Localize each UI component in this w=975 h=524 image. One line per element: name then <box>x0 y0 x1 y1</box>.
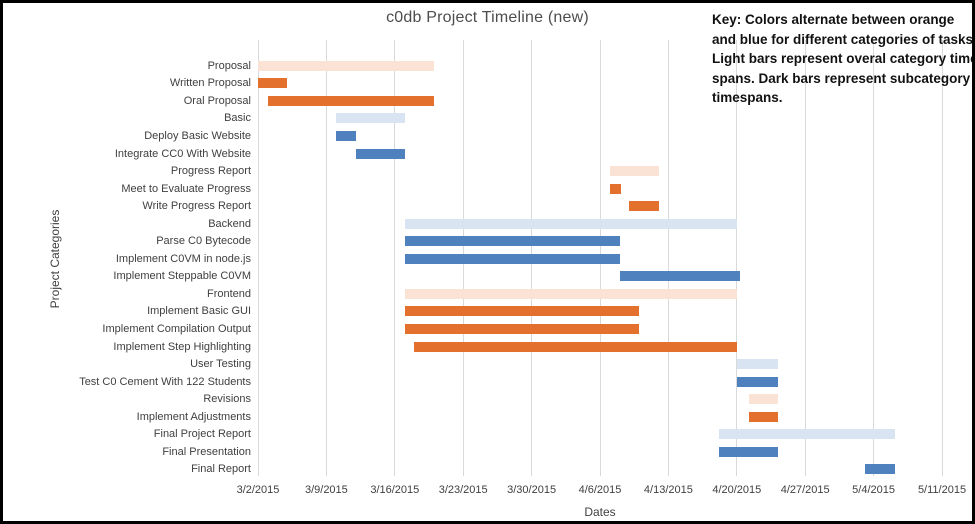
category-label: Proposal <box>207 59 251 72</box>
gantt-bar-written-proposal <box>258 78 288 89</box>
category-label: Progress Report <box>170 165 251 178</box>
gantt-bar-implement-compilation-output <box>404 324 640 335</box>
gantt-bar-revisions <box>748 394 778 405</box>
category-label: Implement Adjustments <box>136 410 251 423</box>
category-label: Final Report <box>191 463 251 476</box>
gantt-bar-write-progress-report <box>629 201 659 212</box>
gantt-bar-deploy-basic-website <box>336 130 356 141</box>
category-label: Test C0 Cement With 122 Students <box>79 375 251 388</box>
category-label: Deploy Basic Website <box>144 129 251 142</box>
gantt-bar-integrate-cc0-with-website <box>355 148 405 159</box>
category-label: Basic <box>224 112 251 125</box>
gantt-bar-final-presentation <box>719 446 778 457</box>
gantt-bar-implement-c0vm-in-node-js <box>404 253 620 264</box>
category-label: Implement Step Highlighting <box>113 340 251 353</box>
gridline <box>325 40 327 476</box>
gridline <box>394 40 396 476</box>
key-note: Key: Colors alternate between orange and… <box>712 12 975 105</box>
category-label: Written Proposal <box>169 77 251 90</box>
gantt-bar-implement-step-highlighting <box>414 341 737 352</box>
x-tick-label: 5/4/2015 <box>852 484 895 496</box>
gantt-bar-parse-c0-bytecode <box>404 236 620 247</box>
gridline <box>804 40 806 476</box>
category-label: User Testing <box>190 358 251 371</box>
gridline <box>257 40 259 476</box>
gantt-bar-final-project-report <box>719 429 896 440</box>
x-tick-label: 3/2/2015 <box>236 484 280 496</box>
gridline <box>667 40 669 476</box>
x-tick-label: 3/16/2015 <box>370 484 420 496</box>
category-label: Implement Compilation Output <box>102 323 251 336</box>
x-tick-label: 3/23/2015 <box>438 484 488 496</box>
gantt-bar-test-c0-cement-with-122-students <box>736 376 778 387</box>
gantt-bar-implement-basic-gui <box>404 306 640 317</box>
x-tick-label: 3/30/2015 <box>507 484 557 496</box>
category-label: Revisions <box>203 393 251 406</box>
x-tick-label: 3/9/2015 <box>304 484 348 496</box>
category-label: Oral Proposal <box>183 94 251 107</box>
category-label: Parse C0 Bytecode <box>156 235 251 248</box>
x-tick-label: 4/27/2015 <box>780 484 830 496</box>
x-tick-label: 4/6/2015 <box>578 484 622 496</box>
gantt-bar-implement-adjustments <box>748 411 778 422</box>
gridline <box>736 40 738 476</box>
gantt-bar-progress-report <box>609 166 659 177</box>
category-label: Implement C0VM in node.js <box>115 252 251 265</box>
x-axis-title: Dates <box>584 505 616 519</box>
category-label: Final Project Report <box>153 428 251 441</box>
x-tick-label: 5/11/2015 <box>917 484 967 496</box>
category-label: Implement Steppable C0VM <box>113 270 251 283</box>
gantt-bar-meet-to-evaluate-progress <box>609 183 622 194</box>
x-tick-label: 4/20/2015 <box>712 484 762 496</box>
gantt-bar-oral-proposal <box>267 95 434 106</box>
x-tick-label: 4/13/2015 <box>643 484 693 496</box>
category-label: Write Progress Report <box>142 200 251 213</box>
gridline <box>873 40 875 476</box>
chart-title: c0db Project Timeline (new) <box>386 9 589 26</box>
category-label: Integrate CC0 With Website <box>114 147 251 160</box>
gantt-bar-implement-steppable-c0vm <box>619 271 740 282</box>
plot-area: 3/2/2015 3/9/2015 3/16/2015 3/23/2015 3/30/2… <box>3 3 972 521</box>
gridline <box>941 40 943 476</box>
category-label: Final Presentation <box>162 445 251 458</box>
gantt-bar-proposal <box>258 60 434 71</box>
gantt-bar-final-report <box>864 464 896 475</box>
gantt-bar-user-testing <box>736 359 778 370</box>
category-label: Backend <box>208 217 251 230</box>
category-label: Implement Basic GUI <box>147 305 251 318</box>
category-label: Frontend <box>206 287 251 300</box>
gantt-bar-basic <box>336 113 405 124</box>
category-label: Meet to Evaluate Progress <box>121 182 251 195</box>
gantt-bar-backend <box>404 218 737 229</box>
gantt-bar-frontend <box>404 288 737 299</box>
